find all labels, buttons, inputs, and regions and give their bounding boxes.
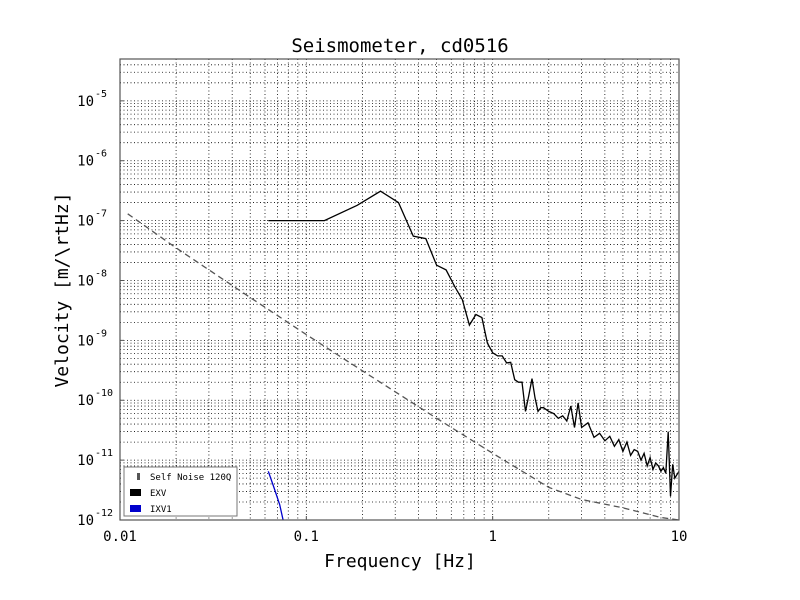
plot-series: [127, 190, 679, 520]
series-line-self-noise-120q: [127, 213, 679, 520]
y-tick-label: 10: [77, 214, 94, 230]
y-tick-exponent: -11: [95, 448, 113, 459]
series-line-exv: [268, 190, 679, 497]
x-axis-title: Frequency [Hz]: [324, 551, 476, 572]
y-tick-exponent: -8: [95, 268, 107, 279]
plot-area-frame: [119, 58, 680, 521]
chart-title: Seismometer, cd0516: [291, 35, 508, 57]
legend: Self Noise 120Q EXV IXV1: [123, 466, 238, 517]
y-tick-exponent: -7: [95, 209, 107, 220]
y-tick-label: 10: [77, 513, 94, 529]
y-tick-exponent: -12: [95, 508, 113, 519]
x-tick-label: 0.01: [103, 529, 137, 545]
legend-box: [123, 466, 238, 517]
legend-label: Self Noise 120Q: [150, 473, 231, 483]
y-tick-exponent: -9: [95, 328, 107, 339]
x-axis-ticks: 0.01 0.1 1 10: [103, 516, 687, 545]
x-tick-label: 10: [671, 529, 688, 545]
y-tick-exponent: -5: [95, 89, 107, 100]
y-tick-label: 10: [77, 154, 94, 170]
legend-swatch: [130, 489, 141, 496]
legend-swatch: [130, 505, 141, 512]
legend-label: IXV1: [150, 505, 172, 515]
y-tick-label: 10: [77, 273, 94, 289]
x-tick-label: 0.1: [294, 529, 319, 545]
x-tick-label: 1: [488, 529, 496, 545]
legend-swatch: [137, 473, 140, 480]
y-tick-exponent: -10: [95, 388, 113, 399]
y-tick-label: 10: [77, 333, 94, 349]
y-tick-exponent: -6: [95, 149, 107, 160]
series-line-ixv1: [267, 471, 284, 520]
legend-label: EXV: [150, 489, 167, 499]
y-tick-label: 10: [77, 393, 94, 409]
grid: [119, 58, 679, 521]
y-tick-label: 10: [77, 453, 94, 469]
y-axis-title: Velocity [m/\rtHz]: [52, 192, 73, 387]
y-tick-label: 10: [77, 94, 94, 110]
